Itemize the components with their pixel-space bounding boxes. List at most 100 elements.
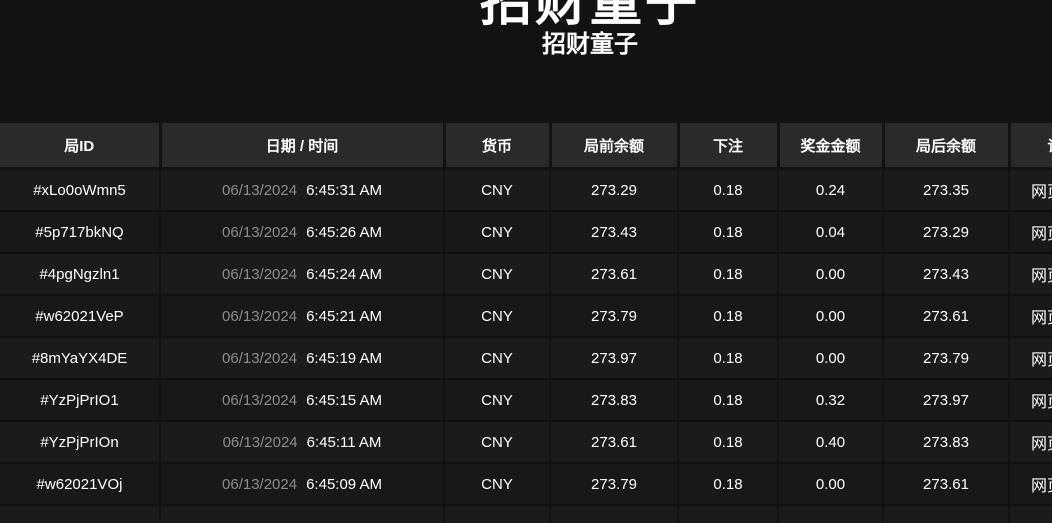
currency-cell: CNY [444,168,551,212]
round-id-cell [0,505,161,523]
win-amount-cell: 0.00 [778,295,884,338]
balance-after-cell: 273.97 [883,379,1010,422]
currency-cell: CNY [444,379,551,422]
win-amount-cell: 0.00 [778,337,884,380]
time-text: 6:45:21 AM [306,307,382,325]
round-id-cell: #8mYaYX4DE [0,337,161,380]
balance-before-cell: 273.61 [550,421,679,464]
win-amount-cell: 0.04 [778,211,884,254]
replay-cell: 网页回放 [1009,337,1052,380]
bet-cell: 0.18 [678,253,779,296]
replay-cell: 网页回放 [1009,421,1052,464]
date-text: 06/13/2024 [222,223,298,241]
header-row: 局ID 日期 / 时间 货币 局前余额 下注 奖金金额 局后余额 详情 [0,123,1052,170]
time-text: 6:45:31 AM [306,181,382,199]
replay-cell [1009,505,1052,523]
time-text: 6:45:15 AM [306,391,382,409]
currency-cell [444,505,551,523]
balance-after-cell: 273.61 [883,463,1010,506]
datetime-cell: 06/13/2024 6:45:09 AM [160,463,445,506]
balance-after-cell: 273.29 [883,211,1010,254]
currency-cell: CNY [444,463,551,506]
balance-before-cell: 273.29 [550,168,679,212]
balance-after-cell: 273.43 [883,253,1010,296]
header-balance-after: 局后余额 [883,123,1011,170]
balance-before-cell: 273.61 [550,253,679,296]
replay-cell: 网页回放 [1009,253,1052,296]
replay-link[interactable]: 网页回放 [1031,184,1052,201]
round-id-cell: #4pgNgzln1 [0,253,161,296]
table-body: #xLo0oWmn5 06/13/2024 6:45:31 AM CNY 273.… [0,168,1052,523]
round-id-cell: #YzPjPrIO1 [0,379,161,422]
date-text: 06/13/2024 [222,349,298,367]
win-amount-cell: 0.00 [778,463,884,506]
replay-cell: 网页回放 [1009,211,1052,254]
time-text: 6:45:11 AM [306,433,382,451]
currency-cell: CNY [444,253,551,296]
bet-cell [678,505,779,523]
currency-cell: CNY [444,295,551,338]
header-details: 详情 [1009,123,1052,170]
datetime-cell: 06/13/2024 6:45:26 AM [160,211,445,254]
bet-cell: 0.18 [678,211,779,254]
time-text: 6:45:19 AM [306,349,382,367]
bet-cell: 0.18 [678,168,779,212]
header-datetime: 日期 / 时间 [160,123,446,170]
header-currency: 货币 [444,123,552,170]
balance-before-cell: 273.43 [550,211,679,254]
replay-link[interactable]: 网页回放 [1031,436,1052,453]
table-row: #8mYaYX4DE 06/13/2024 6:45:19 AM CNY 273.… [0,337,1052,380]
balance-before-cell: 273.83 [550,379,679,422]
round-id-cell: #YzPjPrIOn [0,421,161,464]
datetime-cell: 06/13/2024 6:45:19 AM [160,337,445,380]
balance-after-cell: 273.35 [883,168,1010,212]
datetime-cell: 06/13/2024 6:45:11 AM [160,421,445,464]
date-text: 06/13/2024 [222,391,298,409]
table-row: #xLo0oWmn5 06/13/2024 6:45:31 AM CNY 273.… [0,168,1052,212]
datetime-cell [160,505,445,523]
win-amount-cell: 0.40 [778,421,884,464]
table-row: #YzPjPrIO1 06/13/2024 6:45:15 AM CNY 273.… [0,379,1052,422]
datetime-cell: 06/13/2024 6:45:31 AM [160,168,445,212]
currency-cell: CNY [444,421,551,464]
table-row-partial [0,505,1052,523]
replay-link[interactable]: 网页回放 [1031,268,1052,285]
table-header: 局ID 日期 / 时间 货币 局前余额 下注 奖金金额 局后余额 详情 [0,123,1052,170]
replay-cell: 网页回放 [1009,168,1052,212]
replay-link[interactable]: 网页回放 [1031,478,1052,495]
replay-link[interactable]: 网页回放 [1031,394,1052,411]
header-bet: 下注 [678,123,780,170]
win-amount-cell: 0.32 [778,379,884,422]
time-text: 6:45:24 AM [306,265,382,283]
date-text: 06/13/2024 [222,433,298,451]
bet-cell: 0.18 [678,379,779,422]
balance-after-cell: 273.61 [883,295,1010,338]
replay-link[interactable]: 网页回放 [1031,226,1052,243]
balance-before-cell: 273.79 [550,295,679,338]
datetime-cell: 06/13/2024 6:45:24 AM [160,253,445,296]
date-text: 06/13/2024 [222,475,298,493]
replay-cell: 网页回放 [1009,463,1052,506]
currency-cell: CNY [444,211,551,254]
bet-cell: 0.18 [678,295,779,338]
header-win-amount: 奖金金额 [778,123,885,170]
balance-after-cell: 273.79 [883,337,1010,380]
balance-before-cell: 273.79 [550,463,679,506]
replay-cell: 网页回放 [1009,295,1052,338]
table-row: #YzPjPrIOn 06/13/2024 6:45:11 AM CNY 273.… [0,421,1052,464]
round-id-cell: #w62021VeP [0,295,161,338]
table-row: #4pgNgzln1 06/13/2024 6:45:24 AM CNY 273.… [0,253,1052,296]
table-row: #w62021VeP 06/13/2024 6:45:21 AM CNY 273.… [0,295,1052,338]
replay-link[interactable]: 网页回放 [1031,310,1052,327]
history-table: 局ID 日期 / 时间 货币 局前余额 下注 奖金金额 局后余额 详情 #xLo… [0,123,1052,523]
table-row: #5p717bkNQ 06/13/2024 6:45:26 AM CNY 273.… [0,211,1052,254]
hero-header: 招财童子 招财童子 [0,0,1052,123]
balance-before-cell: 273.97 [550,337,679,380]
table-row: #w62021VOj 06/13/2024 6:45:09 AM CNY 273.… [0,463,1052,506]
date-text: 06/13/2024 [222,181,298,199]
game-logo-clipped: 招财童子 [479,0,700,32]
datetime-cell: 06/13/2024 6:45:15 AM [160,379,445,422]
replay-link[interactable]: 网页回放 [1031,352,1052,369]
